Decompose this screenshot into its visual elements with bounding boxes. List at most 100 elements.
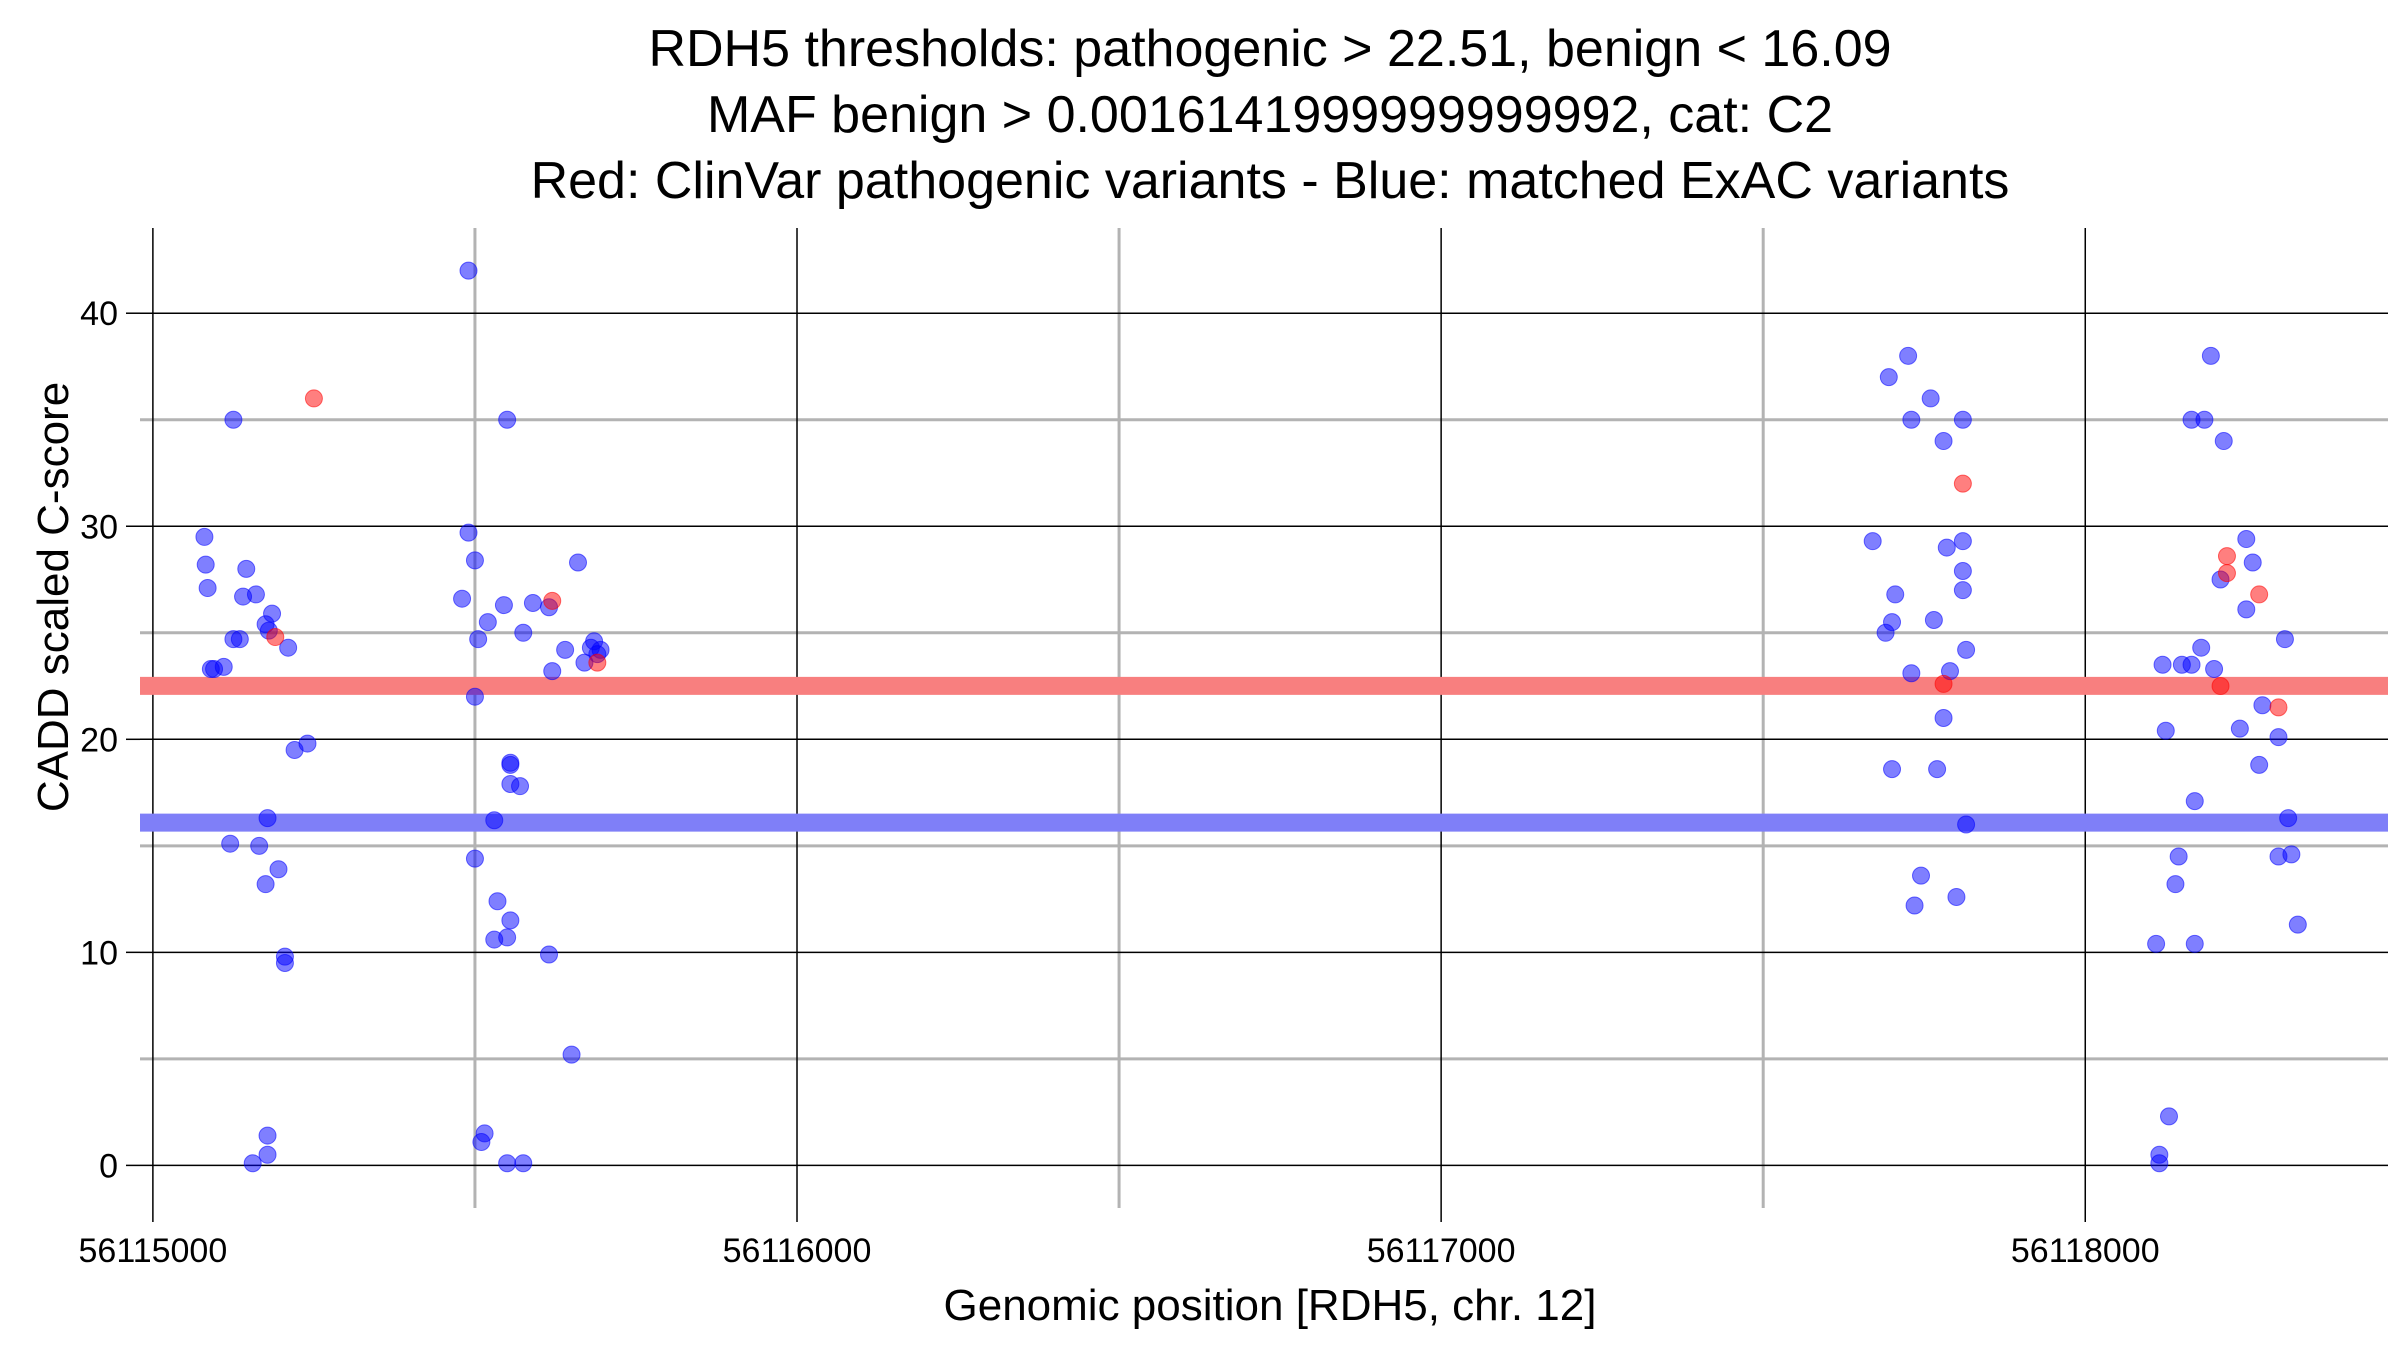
matched-point bbox=[196, 555, 215, 574]
y-tick-label: 0 bbox=[99, 1147, 118, 1185]
matched-point bbox=[498, 410, 517, 429]
matched-point bbox=[543, 662, 562, 681]
matched-point bbox=[224, 410, 243, 429]
matched-point bbox=[258, 1126, 277, 1145]
matched-point bbox=[556, 640, 575, 659]
matched-point bbox=[1883, 760, 1902, 779]
matched-point bbox=[465, 849, 484, 868]
pathogenic-point bbox=[588, 653, 607, 672]
pathogenic-point bbox=[266, 628, 285, 647]
matched-point bbox=[1902, 410, 1921, 429]
matched-point bbox=[2237, 530, 2256, 549]
matched-point bbox=[1905, 896, 1924, 915]
matched-point bbox=[256, 875, 275, 894]
y-tick-label: 40 bbox=[80, 295, 118, 333]
pathogenic-point bbox=[2217, 547, 2236, 566]
matched-point bbox=[498, 928, 517, 947]
matched-point bbox=[195, 527, 214, 546]
matched-point bbox=[298, 734, 317, 753]
matched-point bbox=[258, 809, 277, 828]
matched-point bbox=[453, 589, 472, 608]
matched-point bbox=[494, 596, 513, 615]
matched-point bbox=[2192, 638, 2211, 657]
matched-point bbox=[263, 604, 282, 623]
matched-point bbox=[1953, 581, 1972, 600]
matched-point bbox=[2147, 934, 2166, 953]
matched-point bbox=[2185, 934, 2204, 953]
matched-point bbox=[2237, 600, 2256, 619]
matched-point bbox=[2166, 875, 2185, 894]
title-line-1: RDH5 thresholds: pathogenic > 22.51, ben… bbox=[648, 20, 1891, 78]
y-tick-label: 10 bbox=[80, 934, 118, 972]
title-line-2: MAF benign > 0.0016141999999999992, cat:… bbox=[707, 86, 1833, 144]
matched-point bbox=[2156, 721, 2175, 740]
matched-point bbox=[2275, 630, 2294, 649]
matched-point bbox=[1879, 368, 1898, 387]
matched-point bbox=[2182, 655, 2201, 674]
x-tick-label: 56118000 bbox=[2011, 1232, 2160, 1270]
title-line-3: Red: ClinVar pathogenic variants - Blue:… bbox=[531, 152, 2010, 210]
minor-gridlines bbox=[140, 228, 2388, 1208]
matched-point bbox=[246, 585, 265, 604]
matched-point bbox=[2230, 719, 2249, 738]
pathogenic-point bbox=[543, 591, 562, 610]
matched-point bbox=[2205, 660, 2224, 678]
matched-point bbox=[501, 911, 520, 930]
matched-point bbox=[478, 613, 497, 632]
matched-point bbox=[1886, 585, 1905, 604]
matched-point bbox=[269, 860, 288, 879]
matched-point bbox=[1912, 866, 1931, 885]
x-tick-label: 56115000 bbox=[79, 1232, 228, 1270]
matched-point bbox=[498, 1154, 517, 1173]
matched-point bbox=[1953, 562, 1972, 580]
matched-point bbox=[2288, 915, 2307, 934]
matched-point bbox=[514, 1154, 533, 1173]
matched-point bbox=[2185, 792, 2204, 811]
matched-point bbox=[459, 523, 478, 542]
matched-point bbox=[243, 1154, 262, 1173]
matched-point bbox=[540, 945, 559, 964]
matched-point bbox=[1924, 611, 1943, 629]
x-tick-labels: 56115000 56116000 56117000 56118000 bbox=[79, 1232, 2160, 1270]
matched-point bbox=[2195, 410, 2214, 429]
matched-point bbox=[1863, 532, 1882, 551]
matched-point bbox=[2214, 432, 2233, 451]
matched-point bbox=[1934, 432, 1953, 451]
y-tick-labels: 0 10 20 30 40 bbox=[80, 295, 118, 1185]
matched-point bbox=[2282, 845, 2301, 864]
matched-point bbox=[2250, 755, 2269, 774]
matched-point bbox=[1928, 760, 1947, 779]
matched-point bbox=[258, 1145, 277, 1164]
matched-point bbox=[2253, 696, 2272, 715]
matched-point bbox=[562, 1045, 581, 1064]
pathogenic-point bbox=[2269, 698, 2288, 717]
pathogenic-point bbox=[1953, 474, 1972, 493]
y-tick-label: 20 bbox=[80, 721, 118, 759]
matched-point bbox=[2279, 809, 2298, 828]
matched-point bbox=[488, 892, 507, 911]
matched-point bbox=[230, 630, 249, 649]
x-tick-label: 56117000 bbox=[1367, 1232, 1516, 1270]
matched-point bbox=[1899, 346, 1918, 365]
x-tick-label: 56116000 bbox=[723, 1232, 872, 1270]
matched-point bbox=[1934, 709, 1953, 727]
chart-title: RDH5 thresholds: pathogenic > 22.51, ben… bbox=[531, 20, 2010, 210]
matched-point bbox=[198, 579, 217, 598]
pathogenic-point bbox=[2250, 585, 2269, 604]
matched-point bbox=[1947, 887, 1966, 906]
matched-point bbox=[569, 553, 588, 572]
pathogenic-point bbox=[1934, 674, 1953, 693]
matched-point bbox=[511, 777, 530, 796]
matched-point bbox=[465, 687, 484, 706]
matched-point bbox=[1883, 613, 1902, 632]
axis-ticks bbox=[126, 312, 2087, 1222]
matched-point bbox=[485, 811, 504, 830]
matched-point bbox=[1921, 389, 1940, 408]
matched-point bbox=[2150, 1145, 2169, 1164]
matched-point bbox=[2159, 1107, 2178, 1126]
matched-point bbox=[2243, 553, 2262, 572]
matched-point bbox=[250, 836, 269, 855]
matched-point bbox=[279, 638, 298, 657]
matched-point bbox=[2201, 346, 2220, 365]
